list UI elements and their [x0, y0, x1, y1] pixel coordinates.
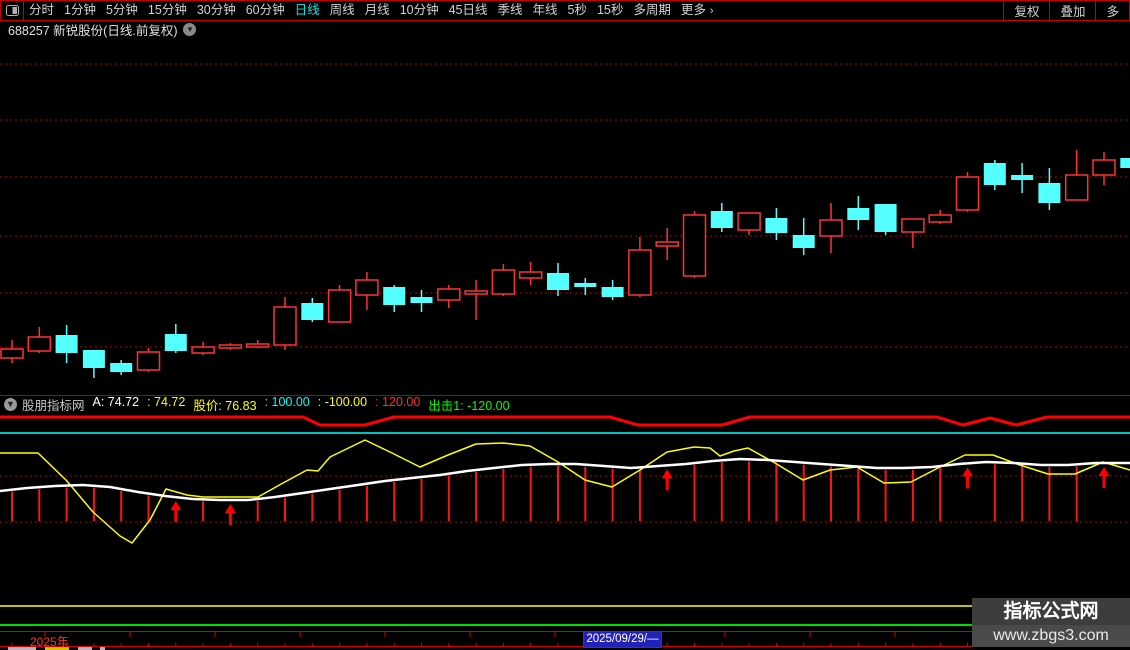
toolbar-right-buttons: 复权 叠加多: [1003, 1, 1129, 20]
indicator-values: 股朋指标网 A: 74.72 : 74.72 股价: 76.83 : 100.00 : -…: [22, 395, 518, 414]
chevron-right-icon: ›: [709, 4, 714, 17]
timeframe-tab[interactable]: 30分钟: [196, 3, 236, 17]
timeframe-tab[interactable]: 日线: [294, 3, 320, 17]
timeframe-tab[interactable]: 5秒: [567, 3, 587, 17]
timeframe-tab[interactable]: 10分钟: [399, 3, 439, 17]
timeframe-tab[interactable]: 多周期: [633, 3, 671, 17]
timeframe-tab-list: 分时 1分钟 5分钟 15分钟 30分钟 60分钟 日线 周线 月线 10分钟 45日线 季线 年线 5秒…: [24, 1, 719, 20]
date-axis[interactable]: 2025年 2025/09/29/—: [0, 631, 1130, 649]
clipped-text-fragment: [8, 647, 36, 650]
clipped-text-fragment: [100, 647, 105, 650]
timeframe-toolbar: 分时 1分钟 5分钟 15分钟 30分钟 60分钟 日线 周线 月线 10分钟 45日线 季线 年线 5秒…: [0, 0, 1130, 21]
year-label: 2025年: [30, 635, 69, 649]
symbol-bar: 688257 新锐股份(日线.前复权) ▾: [0, 21, 1130, 38]
timeframe-tab[interactable]: 月线: [364, 3, 390, 17]
timeframe-tab[interactable]: 年线: [532, 3, 558, 17]
timeframe-tab[interactable]: 1分钟: [64, 3, 96, 17]
timeframe-tab[interactable]: 60分钟: [245, 3, 285, 17]
indicator-value: : 120.00: [375, 394, 421, 409]
timeframe-tab[interactable]: 周线: [329, 3, 355, 17]
panel-separator-line: [0, 395, 1130, 396]
indicator-value: 股价: 76.83: [193, 398, 257, 413]
watermark-badge: 指标公式网 www.zbgs3.com: [972, 598, 1130, 647]
timeframe-tab[interactable]: 45日线: [448, 3, 488, 17]
indicator-value: 出击1: -120.00: [428, 398, 510, 413]
timeframe-tab[interactable]: 5分钟: [105, 3, 138, 17]
indicator-value: : 74.72: [147, 394, 186, 409]
indicator-value: : 100.00: [264, 394, 310, 409]
cursor-date-badge: 2025/09/29/—: [583, 631, 662, 648]
indicator-value: 股朋指标网: [22, 398, 85, 413]
date-axis-ticks: [11, 632, 1105, 647]
chevron-down-circle-icon[interactable]: ▼: [4, 397, 17, 411]
watermark-title: 指标公式网: [972, 598, 1130, 625]
timeframe-tab[interactable]: 季线: [497, 3, 523, 17]
watermark-url: www.zbgs3.com: [972, 625, 1130, 647]
clipped-text-fragment: [78, 647, 92, 650]
clipped-bottom-pane: [0, 647, 1130, 650]
timeframe-tab[interactable]: 更多 ›: [680, 2, 714, 17]
toolbar-button[interactable]: 复权: [1003, 1, 1049, 20]
timeframe-tab[interactable]: 15秒: [596, 3, 624, 17]
symbol-title: 688257 新锐股份(日线.前复权): [8, 24, 178, 38]
timeframe-tab[interactable]: 15分钟: [147, 3, 187, 17]
main-candlestick-chart[interactable]: [0, 38, 1130, 395]
toolbar-button[interactable]: 多: [1095, 1, 1129, 20]
indicator-value: A: 74.72: [92, 394, 140, 409]
indicator-value: : -100.00: [317, 394, 368, 409]
toolbar-spacer: [719, 1, 1004, 20]
timeframe-tab[interactable]: 分时: [29, 3, 55, 17]
chevron-down-circle-icon[interactable]: ▾: [183, 23, 197, 36]
indicator-panel-chart[interactable]: [0, 410, 1130, 631]
clipped-text-fragment: [45, 647, 69, 650]
indicator-header: ▼ 股朋指标网 A: 74.72 : 74.72 股价: 76.83 : 100.00:…: [0, 395, 1130, 414]
toolbar-button[interactable]: 叠加: [1049, 1, 1095, 20]
layout-panel-icon[interactable]: [1, 1, 24, 20]
